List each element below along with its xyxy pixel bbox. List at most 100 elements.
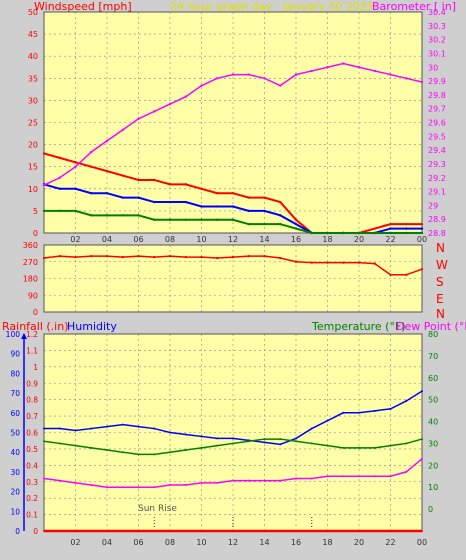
series-point bbox=[184, 218, 187, 221]
dew-point-line-point bbox=[216, 481, 219, 484]
barometer-tick-label: 30.3 bbox=[428, 22, 446, 31]
compass-n-top: N bbox=[436, 241, 445, 255]
humidity-line-point bbox=[326, 419, 329, 422]
series-point bbox=[121, 214, 124, 217]
series-point bbox=[389, 222, 392, 226]
series-point bbox=[121, 196, 124, 199]
rainfall-title: Rainfall (.in) bbox=[2, 320, 69, 333]
dew-point-line-point bbox=[373, 475, 376, 478]
barometer-tick-label: 30.4 bbox=[428, 8, 446, 17]
direction-point bbox=[310, 261, 313, 264]
temperature-tick-label: 70 bbox=[428, 352, 438, 361]
top-x-tick-label: 04 bbox=[102, 235, 112, 244]
humidity-tick-label: 100 bbox=[6, 330, 21, 339]
rainfall-line-point bbox=[263, 530, 266, 532]
series-point bbox=[58, 187, 61, 190]
humidity-tick-label: 0 bbox=[15, 527, 20, 536]
dew-point-line-point bbox=[358, 475, 360, 478]
temperature-line-point bbox=[295, 440, 297, 443]
direction-point bbox=[420, 267, 424, 271]
rainfall-tick-label: 1.1 bbox=[26, 346, 38, 355]
humidity-line-point bbox=[389, 407, 392, 410]
rainfall-line-point bbox=[326, 530, 329, 532]
rainfall-tick-label: 1.2 bbox=[26, 330, 38, 339]
series-point bbox=[58, 156, 61, 160]
rainfall-line-point bbox=[137, 530, 140, 532]
temperature-line-point bbox=[232, 442, 234, 445]
humidity-tick-label: 70 bbox=[10, 389, 20, 398]
series-point bbox=[294, 222, 298, 226]
humidity-tick-label: 20 bbox=[10, 488, 20, 497]
humidity-line-point bbox=[90, 427, 93, 430]
rainfall-line-point bbox=[216, 530, 219, 532]
rainfall-line-point bbox=[358, 530, 360, 532]
dew-point-line-point bbox=[421, 457, 423, 460]
direction-point bbox=[263, 254, 266, 258]
series-point bbox=[90, 192, 93, 195]
temperature-line-point bbox=[43, 440, 45, 443]
series-point bbox=[153, 178, 156, 182]
rainfall-line-point bbox=[279, 530, 282, 532]
direction-point bbox=[168, 254, 172, 258]
windspeed-tick-label: 10 bbox=[28, 185, 38, 194]
rainfall-line-point bbox=[184, 530, 187, 532]
temperature-line-point bbox=[326, 444, 329, 447]
direction-point bbox=[137, 254, 140, 258]
windspeed-tick-label: 40 bbox=[28, 52, 38, 61]
series-point bbox=[326, 66, 329, 69]
series-point bbox=[231, 192, 235, 195]
series-point bbox=[137, 214, 140, 217]
bottom-x-tick-label: 18 bbox=[322, 538, 332, 547]
dew-point-line-point bbox=[169, 484, 171, 487]
bottom-x-tick-label: 20 bbox=[354, 538, 364, 547]
top-x-tick-label: 02 bbox=[70, 235, 80, 244]
barometer-title: Barometer [ in] bbox=[372, 0, 456, 13]
top-x-tick-label: 20 bbox=[354, 235, 364, 244]
rainfall-tick-label: 0 bbox=[33, 527, 38, 536]
series-point bbox=[247, 209, 250, 213]
humidity-line-point bbox=[310, 427, 313, 430]
series-point bbox=[168, 218, 172, 221]
humidity-tick-label: 40 bbox=[10, 448, 20, 457]
temperature-tick-label: 80 bbox=[428, 330, 438, 339]
humidity-line-point bbox=[106, 425, 108, 428]
rainfall-line-point bbox=[90, 530, 93, 532]
series-point bbox=[184, 95, 187, 98]
humidity-tick-label: 80 bbox=[10, 369, 20, 378]
mid-frame bbox=[43, 244, 423, 313]
compass-n-bottom: N bbox=[436, 307, 445, 321]
dew-point-line-point bbox=[90, 484, 93, 487]
series-point bbox=[231, 218, 235, 221]
temperature-line-point bbox=[342, 446, 345, 449]
barometer-tick-label: 29.3 bbox=[428, 160, 446, 169]
humidity-tick-label: 50 bbox=[10, 429, 20, 438]
dew-point-line-point bbox=[247, 479, 250, 482]
dew-point-line-point bbox=[137, 486, 140, 489]
series-point bbox=[74, 165, 77, 168]
humidity-line-point bbox=[342, 411, 345, 414]
top-x-tick-label: 06 bbox=[133, 235, 143, 244]
graph-date-title: 24 hour graph day - January 30 2025 bbox=[170, 0, 374, 13]
dew-point-line-point bbox=[310, 477, 313, 480]
series-point bbox=[357, 66, 361, 69]
rainfall-line-point bbox=[342, 530, 345, 532]
temperature-tick-label: 50 bbox=[428, 396, 438, 405]
humidity-line-point bbox=[153, 427, 156, 430]
temperature-tick-label: 40 bbox=[428, 418, 438, 427]
direction-point bbox=[373, 262, 376, 265]
direction-point bbox=[90, 254, 93, 258]
direction-point bbox=[74, 255, 77, 259]
dew-point-line-point bbox=[121, 486, 124, 489]
direction-point bbox=[405, 273, 408, 276]
windspeed-tick-label: 20 bbox=[28, 141, 38, 150]
barometer-tick-label: 28.9 bbox=[428, 215, 446, 224]
barometer-tick-label: 30.1 bbox=[428, 49, 446, 58]
direction-point bbox=[294, 260, 298, 263]
series-point bbox=[279, 84, 282, 87]
series-point bbox=[90, 214, 93, 217]
temperature-tick-label: 30 bbox=[428, 439, 438, 448]
series-point bbox=[247, 222, 250, 226]
top-x-tick-label: 10 bbox=[196, 235, 206, 244]
humidity-tick-label: 60 bbox=[10, 409, 20, 418]
